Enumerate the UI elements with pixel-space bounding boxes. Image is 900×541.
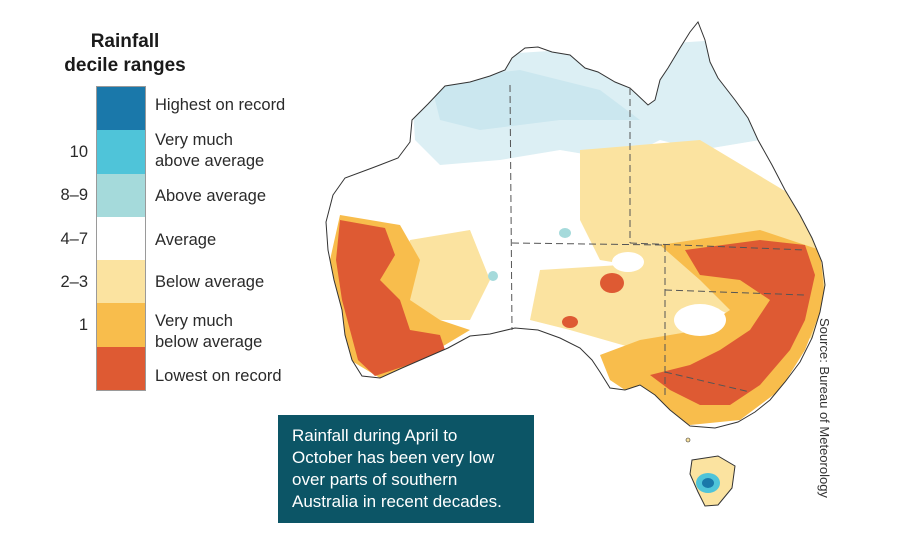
- australia-coastline: [325, 21, 826, 429]
- legend-title-line1: Rainfall: [90, 31, 160, 52]
- legend-label-very-much-below: Very much below average: [155, 312, 263, 351]
- rainfall-deciles-layer: [326, 22, 825, 428]
- legend-label-very-much-above: Very much above average: [155, 131, 265, 170]
- swatch-below-average: [97, 260, 145, 304]
- state-borders: [509, 84, 806, 395]
- callout-box: Rainfall during April to October has bee…: [278, 415, 534, 523]
- swatch-average: [97, 216, 145, 261]
- swatch-lowest-on-record: [97, 346, 145, 390]
- legend-color-bar: [96, 86, 146, 391]
- region-average-pocket: [674, 304, 726, 336]
- callout-text: Rainfall during April to October has bee…: [292, 426, 502, 511]
- region-lowest-on-record-sw: [336, 220, 445, 376]
- source-credit: Source: Bureau of Meteorology: [817, 318, 832, 498]
- decile-4-7: 4–7: [60, 230, 88, 248]
- region-above-average-top-end: [430, 70, 640, 130]
- legend-label-lowest: Lowest on record: [155, 367, 282, 385]
- legend-label-above: Above average: [155, 187, 266, 205]
- region-below-average-west: [400, 230, 490, 320]
- legend-title: Rainfall decile ranges: [40, 30, 210, 78]
- region-below-average-south-central: [530, 260, 720, 350]
- decile-8-9: 8–9: [60, 186, 88, 204]
- decile-10: 10: [69, 143, 88, 161]
- decile-1: 1: [78, 316, 88, 334]
- region-lowest-on-record-se: [650, 240, 815, 405]
- decile-2-3: 2–3: [60, 273, 88, 291]
- swatch-highest-on-record: [97, 87, 145, 131]
- legend-label-average: Average: [155, 231, 217, 249]
- tasmania: [689, 455, 736, 507]
- swatch-very-much-above-average: [97, 130, 145, 174]
- legend-label-highest: Highest on record: [155, 96, 286, 114]
- legend-title-line2: decile ranges: [64, 55, 186, 76]
- legend-label-below: Below average: [155, 273, 265, 291]
- region-lowest-on-record-sa: [600, 273, 624, 293]
- swatch-above-average: [97, 173, 145, 217]
- swatch-very-much-below-average: [97, 303, 145, 347]
